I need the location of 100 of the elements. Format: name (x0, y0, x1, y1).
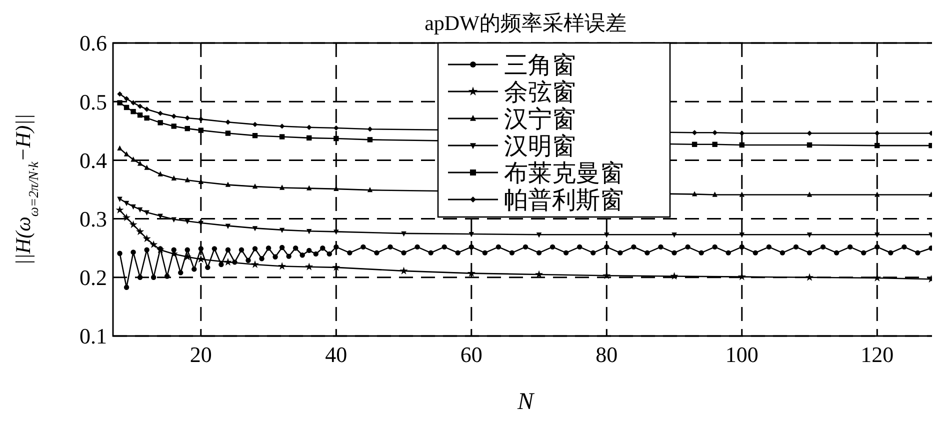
x-tick-label: 20 (190, 342, 212, 367)
point (171, 217, 176, 223)
y-tick-label: 0.3 (80, 206, 107, 232)
x-tick-label: 100 (725, 342, 758, 367)
point (534, 270, 544, 278)
point (692, 130, 698, 136)
point (224, 258, 232, 266)
point (144, 210, 150, 216)
point (692, 142, 698, 147)
legend-label: 汉明窗 (504, 132, 576, 160)
point (122, 213, 131, 222)
point (225, 182, 231, 187)
point (184, 115, 190, 121)
point (130, 156, 136, 162)
point (117, 145, 122, 151)
point (334, 230, 339, 235)
legend-label: 布莱克曼窗 (504, 160, 624, 187)
point (130, 108, 136, 114)
point (137, 207, 143, 213)
point (692, 191, 698, 196)
point (130, 204, 136, 210)
point (367, 137, 373, 142)
y-tick-label: 0.4 (80, 148, 107, 173)
point (198, 128, 204, 133)
point (672, 232, 677, 238)
point (806, 232, 812, 238)
point (306, 124, 312, 130)
point (874, 142, 880, 148)
point (124, 104, 130, 110)
y-tick-label: 0.6 (80, 30, 107, 56)
point (712, 192, 718, 197)
point (806, 130, 812, 136)
point (184, 177, 190, 182)
point (183, 252, 192, 260)
point (144, 106, 150, 112)
point (124, 200, 130, 206)
point (604, 232, 610, 238)
point (712, 142, 718, 147)
point (117, 100, 122, 106)
point (252, 132, 258, 138)
point (279, 228, 285, 234)
point (171, 175, 176, 180)
point (306, 229, 312, 234)
x-tick-label: 60 (460, 342, 482, 367)
point (171, 114, 176, 119)
point (806, 142, 812, 148)
point (670, 272, 678, 280)
legend-label: 汉宁窗 (504, 106, 576, 133)
point (225, 130, 231, 136)
point (279, 134, 285, 140)
point (130, 100, 136, 106)
point (367, 126, 373, 132)
point (150, 240, 158, 248)
point (874, 192, 880, 197)
point (334, 125, 339, 131)
x-tick-label: 120 (860, 342, 894, 367)
point (137, 112, 143, 118)
point (158, 120, 163, 126)
x-tick-label: 80 (596, 342, 618, 367)
point (279, 124, 285, 129)
point (739, 192, 744, 197)
point (137, 160, 143, 166)
point (129, 220, 138, 228)
point (536, 232, 542, 238)
point (171, 124, 176, 129)
x-tick-label: 40 (325, 342, 348, 367)
point (142, 234, 151, 242)
legend-label: 三角窗 (504, 52, 576, 79)
point (198, 116, 204, 122)
point (158, 171, 163, 176)
point (806, 192, 812, 197)
point (306, 135, 312, 141)
point (117, 91, 122, 97)
point (144, 164, 150, 170)
point (184, 219, 190, 224)
y-tick-label: 0.1 (80, 324, 107, 349)
point (117, 196, 122, 202)
point (184, 126, 190, 132)
point (250, 260, 260, 268)
point (468, 232, 474, 238)
point (252, 183, 258, 189)
point (196, 254, 205, 263)
legend-label: 帕普利斯窗 (504, 186, 624, 214)
point (334, 136, 339, 142)
point (124, 151, 130, 156)
point (739, 232, 744, 238)
point (225, 120, 231, 125)
y-tick-label: 0.2 (80, 265, 107, 290)
point (805, 273, 814, 281)
legend-label: 余弦窗 (504, 78, 576, 106)
point (367, 186, 373, 192)
point (305, 262, 314, 270)
point (739, 142, 744, 148)
point (874, 232, 880, 238)
point (124, 96, 130, 102)
point (144, 115, 150, 121)
point (158, 110, 163, 116)
point (712, 130, 718, 136)
point (137, 104, 143, 109)
chart-title: apDW的频率采样误差 (424, 11, 626, 35)
